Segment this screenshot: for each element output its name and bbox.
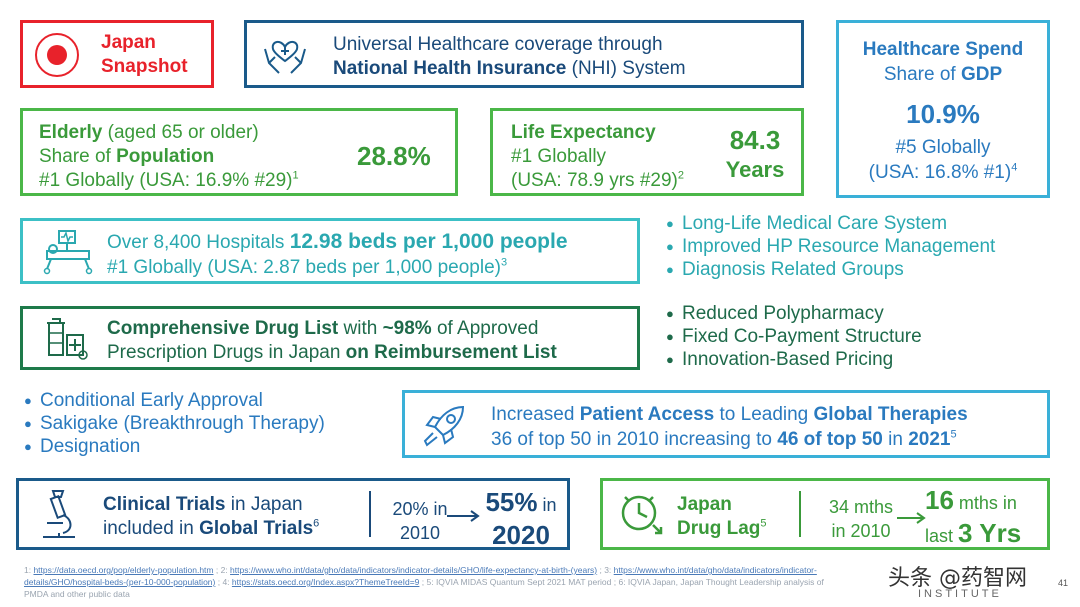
list-item: Improved HP Resource Management [666, 235, 995, 258]
elderly-value: 28.8% [357, 141, 431, 171]
lag-line2: Drug Lag5 [677, 517, 767, 539]
drug-lag-box: Japan Drug Lag5 34 mths in 2010 16 mths … [600, 478, 1050, 550]
drug-list-box: Comprehensive Drug List with ~98% of App… [20, 306, 640, 370]
list-item: Fixed Co-Payment Structure [666, 325, 922, 348]
snapshot-title-line1: Japan [101, 32, 156, 53]
list-item: Long-Life Medical Care System [666, 212, 995, 235]
footnote-link[interactable]: https://data.oecd.org/pop/elderly-popula… [33, 565, 214, 575]
trials-line2: included in Global Trials6 [103, 517, 320, 539]
access-line1: Increased Patient Access to Leading Glob… [491, 404, 968, 425]
trials-line1: Clinical Trials in Japan [103, 494, 303, 515]
institute-label: INSTITUTE [918, 588, 1002, 600]
elderly-line3: #1 Globally (USA: 16.9% #29)1 [39, 169, 299, 191]
elderly-line1: Elderly (aged 65 or older) [39, 122, 259, 143]
snapshot-box: Japan Snapshot [20, 20, 214, 88]
spend-box: Healthcare Spend Share of GDP 10.9% #5 G… [836, 20, 1050, 198]
policy-list-1: Long-Life Medical Care System Improved H… [666, 212, 995, 281]
life-value: 84.3 [729, 125, 781, 155]
trials-from-value: 20% in [392, 499, 448, 519]
lag-from-value: 34 mths [828, 497, 894, 517]
life-usa: (USA: 78.9 yrs #29)2 [511, 169, 684, 191]
list-item: Diagnosis Related Groups [666, 258, 995, 281]
spend-value: 10.9% [906, 99, 980, 129]
lag-to-value: 16 mths in [925, 485, 1017, 515]
footnote-link[interactable]: https://stats.oecd.org/Index.aspx?ThemeT… [231, 577, 420, 587]
japan-flag-icon [35, 33, 79, 77]
trials-to-value: 55% in [485, 487, 557, 517]
lag-line1: Japan [677, 494, 732, 515]
rocket-icon [423, 405, 465, 447]
trials-to-year: 2020 [492, 520, 550, 550]
elderly-box: Elderly (aged 65 or older) Share of Popu… [20, 108, 458, 196]
life-unit: Years [725, 157, 785, 182]
arrow-right-icon [897, 512, 926, 524]
snapshot-title-line2: Snapshot [101, 56, 188, 77]
spend-rank: #5 Globally [895, 137, 991, 158]
life-title: Life Expectancy [511, 122, 656, 143]
lag-to-period: last 3 Yrs [925, 518, 1022, 548]
trials-from-year: 2010 [399, 523, 441, 543]
watermark: 头条 @药智网 [888, 566, 1027, 591]
nhi-box: Universal Healthcare coverage through Na… [244, 20, 804, 88]
clock-arrow-icon [621, 495, 663, 535]
access-box: Increased Patient Access to Leading Glob… [402, 390, 1050, 458]
trials-divider [369, 491, 371, 537]
lag-divider [799, 491, 801, 537]
hands-heart-icon [264, 41, 306, 74]
drug-line2: Prescription Drugs in Japan on Reimburse… [107, 342, 557, 363]
life-box: Life Expectancy #1 Globally (USA: 78.9 y… [490, 108, 804, 196]
arrow-right-icon [447, 510, 480, 522]
spend-title: Healthcare Spend [862, 39, 1024, 60]
nhi-line1: Universal Healthcare coverage through [333, 34, 663, 55]
footnote-link[interactable]: details/GHO/hospital-beds-(per-10-000-po… [24, 577, 216, 587]
page-number: 41 [1058, 578, 1069, 588]
nhi-line2: National Health Insurance (NHI) System [333, 58, 686, 79]
lag-from-year: in 2010 [831, 521, 891, 541]
footnote-link[interactable]: https://www.who.int/data/gho/data/indica… [613, 565, 817, 575]
microscope-icon [43, 490, 75, 538]
list-item-continuation: Designation [24, 435, 325, 458]
footnotes: 1: https://data.oecd.org/pop/elderly-pop… [24, 565, 824, 599]
list-item: Innovation-Based Pricing [666, 348, 922, 371]
footnote-link[interactable]: https://www.who.int/data/gho/data/indica… [230, 565, 598, 575]
hospitals-line2: #1 Globally (USA: 2.87 beds per 1,000 pe… [107, 256, 508, 278]
elderly-line2: Share of Population [39, 146, 215, 167]
trials-box: Clinical Trials in Japan included in Glo… [16, 478, 570, 550]
policy-list-2: Reduced Polypharmacy Fixed Co-Payment St… [666, 302, 922, 371]
hospitals-box: Over 8,400 Hospitals 12.98 beds per 1,00… [20, 218, 640, 284]
drug-line1: Comprehensive Drug List with ~98% of App… [107, 318, 539, 339]
hospitals-line1: Over 8,400 Hospitals 12.98 beds per 1,00… [107, 230, 568, 253]
medicine-bottles-icon [47, 318, 88, 360]
hospital-bed-icon [43, 230, 93, 275]
spend-share: Share of GDP [883, 64, 1003, 85]
list-item: Sakigake (Breakthrough Therapy) [24, 412, 325, 435]
list-item: Reduced Polypharmacy [666, 302, 922, 325]
approval-list: Conditional Early Approval Sakigake (Bre… [24, 389, 325, 458]
list-item: Conditional Early Approval [24, 389, 325, 412]
life-rank: #1 Globally [511, 146, 607, 167]
access-line2: 36 of top 50 in 2010 increasing to 46 of… [491, 428, 957, 450]
spend-usa: (USA: 16.8% #1)4 [868, 161, 1018, 183]
